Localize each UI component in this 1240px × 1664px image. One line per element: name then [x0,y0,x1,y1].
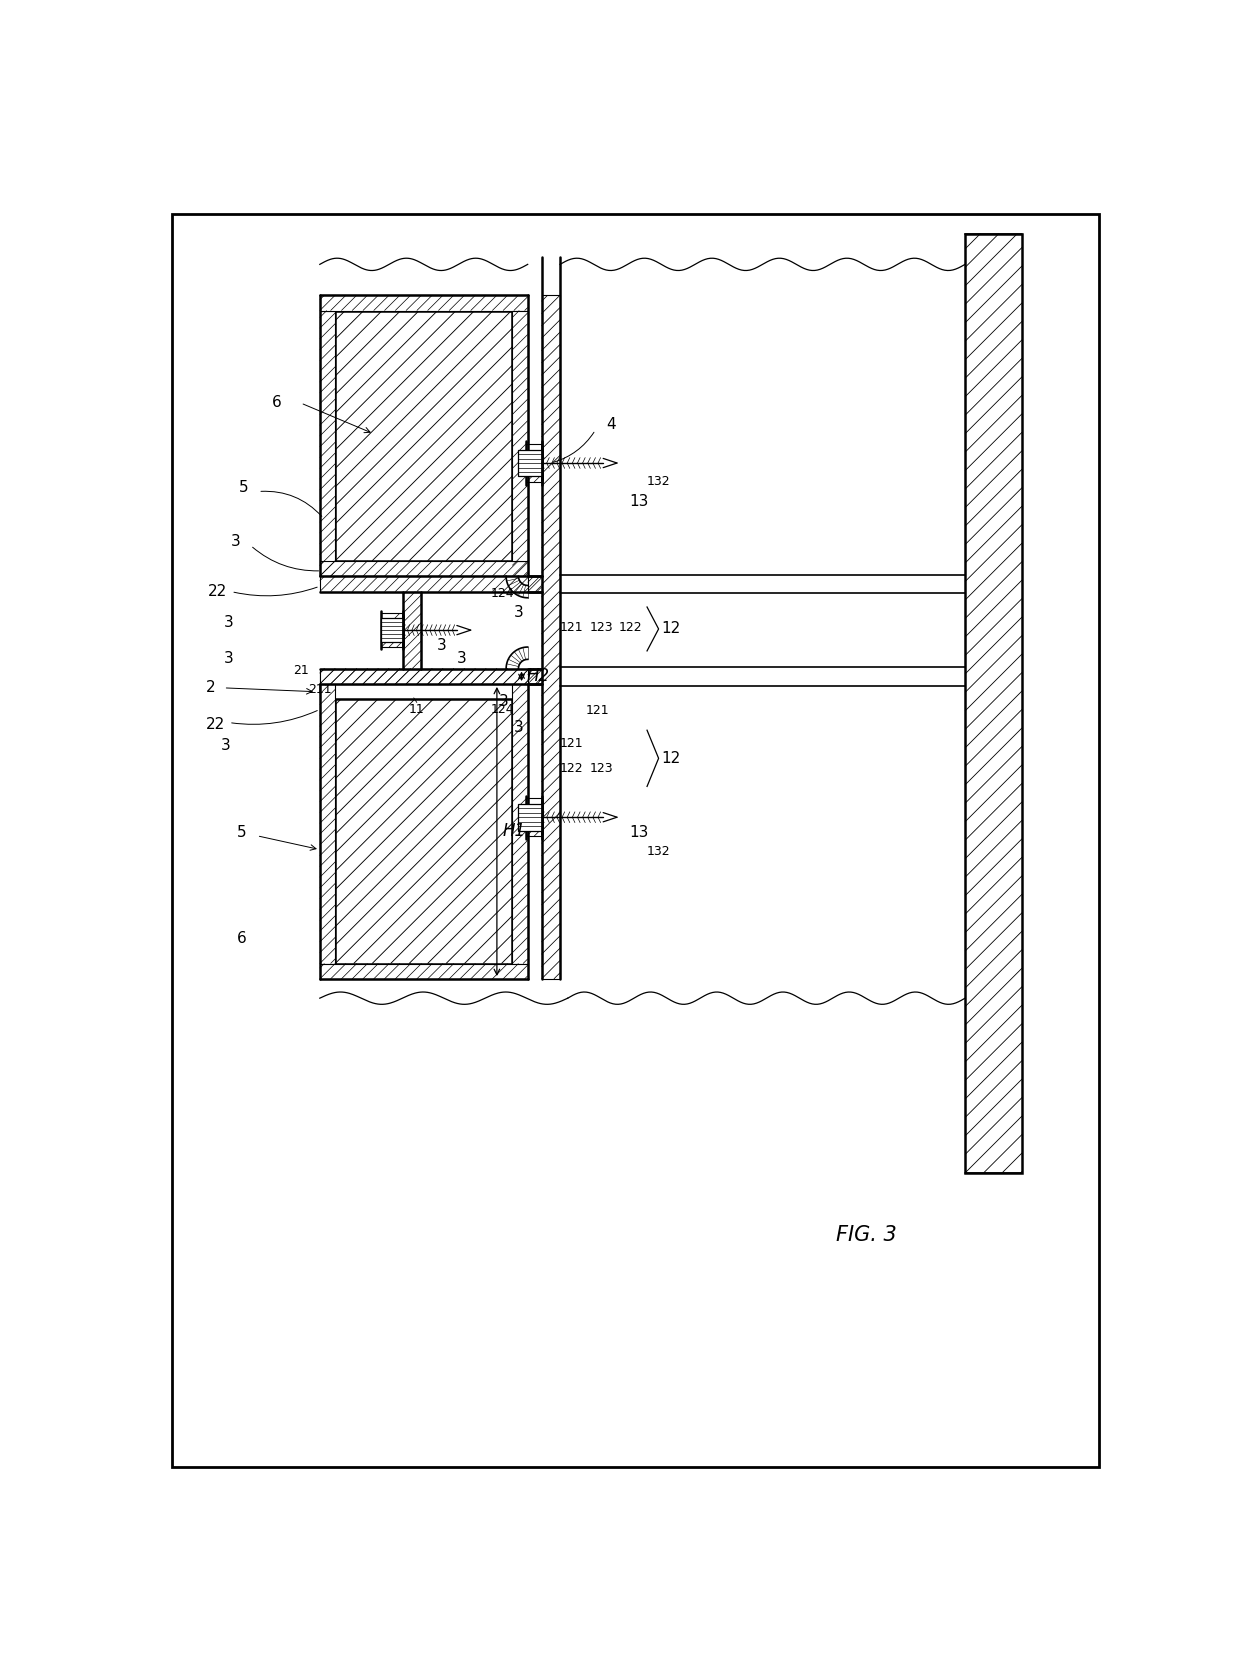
Text: 13: 13 [630,825,649,840]
Bar [526,444,542,483]
Text: 12: 12 [661,750,681,765]
Text: 124: 124 [491,587,515,601]
Text: 3: 3 [436,637,446,652]
Bar [335,699,512,963]
Bar [542,295,560,978]
Bar [320,561,528,576]
Text: 22: 22 [208,584,227,599]
Text: 132: 132 [647,474,671,488]
Bar [320,295,528,311]
Text: 123: 123 [589,762,613,775]
Text: 22: 22 [206,717,226,732]
Text: 3: 3 [221,739,231,754]
Text: 132: 132 [647,845,671,857]
Bar [320,669,542,684]
Text: 121: 121 [560,737,584,750]
Bar [518,804,542,830]
Text: 11: 11 [408,702,424,716]
Text: 211: 211 [309,682,332,696]
Text: 3: 3 [456,651,466,666]
Bar [320,311,335,576]
Text: 3: 3 [223,616,233,631]
Text: 123: 123 [589,621,613,634]
Text: 6: 6 [272,396,281,411]
Text: 5: 5 [237,825,247,840]
Text: 122: 122 [560,762,584,775]
Bar [528,669,542,684]
Text: 124: 124 [491,702,515,716]
Bar [382,612,403,647]
Text: H1: H1 [502,822,526,840]
Text: 2: 2 [206,681,216,696]
Text: 12: 12 [661,621,681,636]
Text: 122: 122 [619,621,642,634]
Bar [320,576,542,592]
Text: 121: 121 [560,621,584,634]
Bar [382,617,403,642]
Text: 4: 4 [606,418,616,433]
Bar [528,576,542,592]
Bar [965,233,1022,1173]
Text: 3: 3 [498,694,508,709]
Text: FIG. 3: FIG. 3 [836,1225,897,1245]
Text: 3: 3 [513,721,523,735]
Text: H2: H2 [527,667,551,686]
Bar [526,799,542,837]
Bar [320,963,528,978]
Text: 3: 3 [513,606,523,621]
Text: 21: 21 [293,664,309,677]
Text: 5: 5 [239,481,248,496]
Text: 3: 3 [223,651,233,666]
Text: 6: 6 [237,930,247,945]
Bar [403,592,422,669]
Bar [335,311,512,561]
Text: 3: 3 [231,534,241,549]
Text: 13: 13 [630,494,649,509]
Bar [512,311,528,576]
Bar [512,311,528,561]
Text: 121: 121 [585,704,609,717]
Bar [512,684,528,963]
Bar [518,449,542,476]
Bar [320,684,335,963]
Bar [320,669,528,684]
